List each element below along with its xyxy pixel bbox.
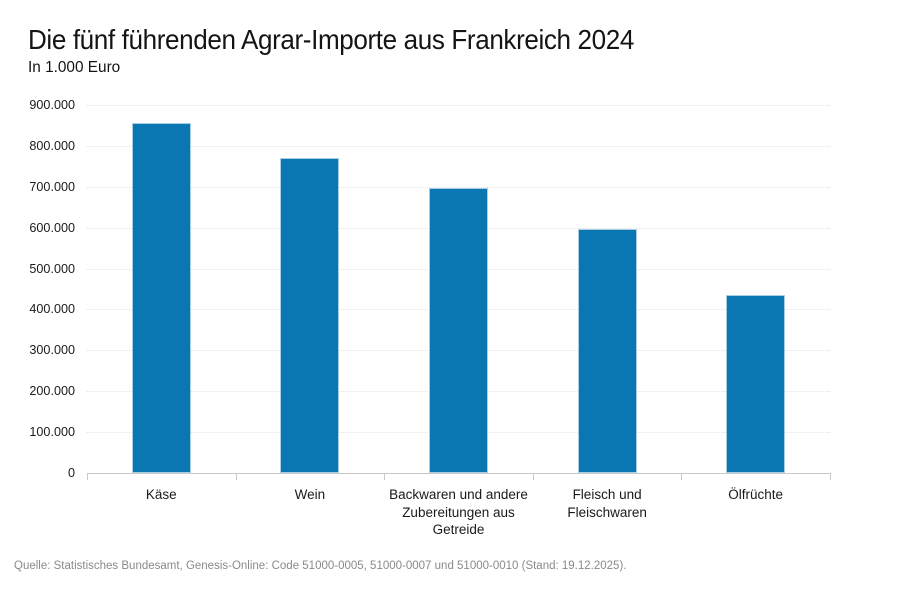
- y-axis-tick-label: 600.000: [29, 219, 75, 235]
- x-axis-tick: [87, 473, 88, 480]
- x-tick-label-5: Ölfrüchte: [681, 486, 830, 504]
- x-axis-tick: [830, 473, 831, 480]
- bar-5: [726, 294, 786, 473]
- y-axis-tick-label: 0: [67, 465, 75, 480]
- x-tick-label-4: Fleisch und Fleischwaren: [533, 486, 682, 521]
- y-axis-tick-label: 400.000: [29, 301, 75, 317]
- x-axis-tick: [235, 473, 237, 480]
- y-axis-tick-label: 300.000: [29, 342, 75, 358]
- y-axis-tick-label: 900.000: [29, 97, 75, 112]
- x-tick-label-line: Käse: [145, 487, 177, 502]
- y-gridline: [87, 145, 830, 147]
- bar-4: [577, 229, 637, 473]
- x-tick-label-line: Getreide: [432, 522, 485, 537]
- y-axis-tick-label: 800.000: [29, 137, 75, 153]
- y-axis-tick-label: 200.000: [29, 383, 75, 399]
- x-tick-label-line: Ölfrüchte: [728, 487, 784, 502]
- x-tick-label-line: Fleischwaren: [567, 504, 647, 520]
- x-tick-label-line: Wein: [294, 487, 326, 502]
- x-axis-line: [87, 473, 830, 474]
- chart-title: Die fünf führenden Agrar-Importe aus Fra…: [28, 24, 634, 55]
- x-axis-tick: [384, 473, 386, 480]
- y-axis-tick-label: 500.000: [29, 260, 75, 276]
- y-axis-tick-label: 700.000: [29, 178, 75, 194]
- x-axis-tick: [681, 473, 683, 480]
- x-tick-label-1: Käse: [87, 486, 236, 504]
- x-tick-label-line: Zubereitungen aus: [402, 504, 515, 520]
- bar-1: [131, 123, 191, 473]
- chart-subtitle: In 1.000 Euro: [28, 59, 121, 76]
- y-gridline: [87, 186, 830, 188]
- x-tick-label-line: Fleisch und: [572, 487, 642, 502]
- y-gridline: [87, 105, 830, 106]
- x-tick-label-2: Wein: [236, 486, 385, 504]
- x-tick-label-3: Backwaren und andere Zubereitungen aus Get…: [384, 486, 533, 539]
- y-axis-tick-label: 100.000: [29, 424, 75, 440]
- x-axis-tick: [532, 473, 534, 480]
- x-tick-label-line: Backwaren und andere: [389, 487, 528, 502]
- bar-3: [429, 187, 488, 473]
- bar-2: [280, 158, 340, 473]
- source-note: Quelle: Statistisches Bundesamt, Genesis…: [14, 560, 627, 572]
